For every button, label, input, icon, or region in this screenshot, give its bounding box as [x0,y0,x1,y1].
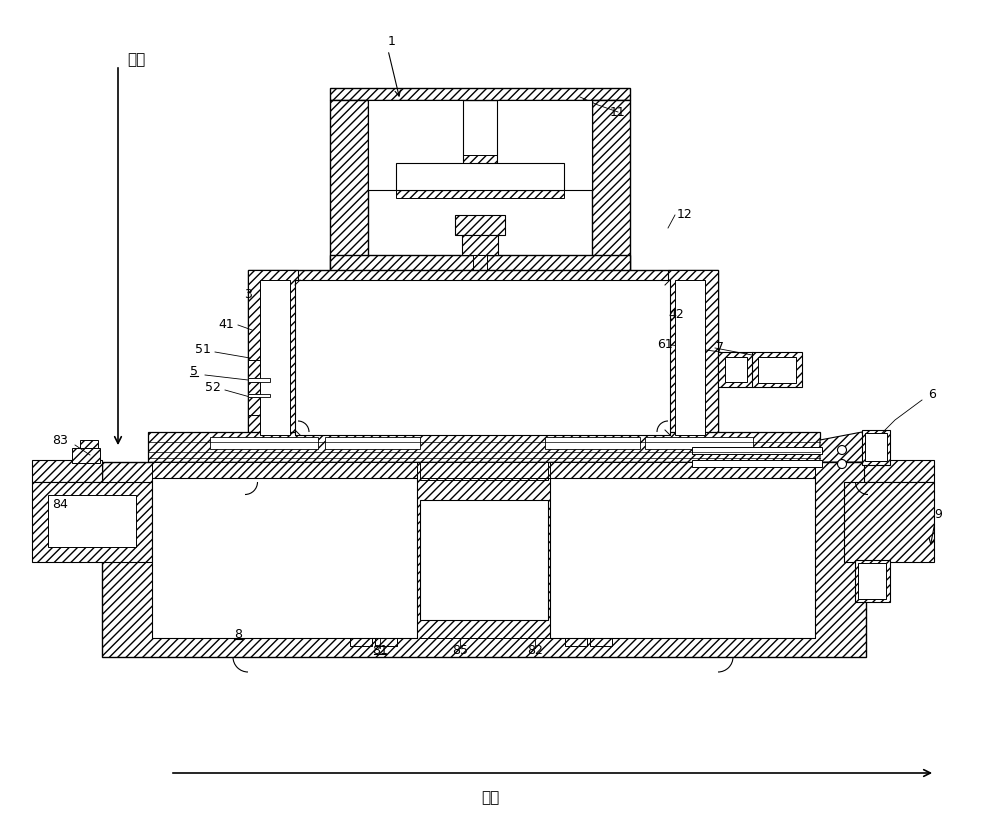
Text: 52: 52 [205,381,221,395]
Bar [692,447,822,454]
Text: 横向: 横向 [481,790,499,805]
Bar [48,495,136,547]
Text: 3: 3 [244,289,252,302]
Bar [248,270,718,445]
Text: 42: 42 [668,308,684,321]
Bar [420,500,548,620]
Bar [752,352,802,387]
Bar [858,563,886,599]
Bar [473,255,487,270]
Bar [445,330,515,345]
Bar [758,357,796,383]
Bar [72,448,100,463]
Text: 85: 85 [452,644,468,657]
Bar [564,133,582,155]
Bar [378,118,396,133]
Bar [470,295,490,315]
Bar [462,397,498,407]
Bar [462,355,498,370]
Bar [248,382,270,394]
Bar [248,378,270,382]
Bar [260,280,290,435]
Bar [152,462,417,480]
Bar [855,560,890,602]
Text: 竖向: 竖向 [127,52,145,67]
Bar [396,155,564,163]
Bar [470,315,490,330]
Bar [592,100,630,275]
Bar [152,478,417,638]
Bar [692,460,822,467]
Bar [562,100,592,118]
Text: 6: 6 [928,389,936,401]
Bar [455,215,505,235]
Bar [645,437,753,449]
Bar [497,100,592,190]
Bar [565,618,587,646]
Bar [248,394,270,397]
Text: 12: 12 [677,209,693,221]
Bar [844,482,934,562]
Bar [468,285,492,295]
Bar [396,190,564,198]
Circle shape [838,459,846,469]
Bar [590,618,612,646]
Bar [295,280,670,435]
Bar [865,433,887,461]
Text: 11: 11 [610,105,626,118]
Bar [550,462,815,480]
Text: 9: 9 [934,509,942,521]
Bar [102,462,866,657]
Text: 7: 7 [716,341,724,354]
Circle shape [838,446,846,455]
Text: 5: 5 [190,366,198,378]
Text: 61: 61 [657,339,673,352]
Text: 51: 51 [195,344,211,357]
Bar [330,100,368,275]
Bar [32,482,152,562]
Bar [550,478,815,638]
Polygon shape [820,432,870,462]
Bar [862,430,890,465]
Bar [80,440,98,448]
Bar [368,100,398,118]
Bar [725,357,747,382]
Bar [468,370,492,385]
Bar [668,270,718,445]
Bar [350,618,372,646]
Text: 83: 83 [52,433,68,446]
Bar [248,270,298,445]
Bar [455,345,505,355]
Bar [375,618,397,646]
Bar [210,437,318,449]
Bar [148,432,820,462]
Bar [564,118,582,133]
Bar [468,385,492,397]
Bar [420,462,548,480]
Bar [545,437,640,449]
Text: 82: 82 [527,644,543,657]
Bar [718,352,753,387]
Text: 81: 81 [372,644,388,657]
Text: 84: 84 [52,498,68,511]
Text: 1: 1 [388,35,396,48]
Bar [864,460,934,482]
Bar [396,163,564,190]
Bar [32,460,102,482]
Bar [462,235,498,255]
Bar [248,360,270,378]
Text: 8: 8 [234,629,242,641]
Bar [325,437,420,449]
Bar [378,133,396,155]
Bar [330,255,630,280]
Text: 41: 41 [218,318,234,331]
Bar [368,100,463,190]
Bar [330,88,630,100]
Bar [675,280,705,435]
Bar [248,397,270,415]
